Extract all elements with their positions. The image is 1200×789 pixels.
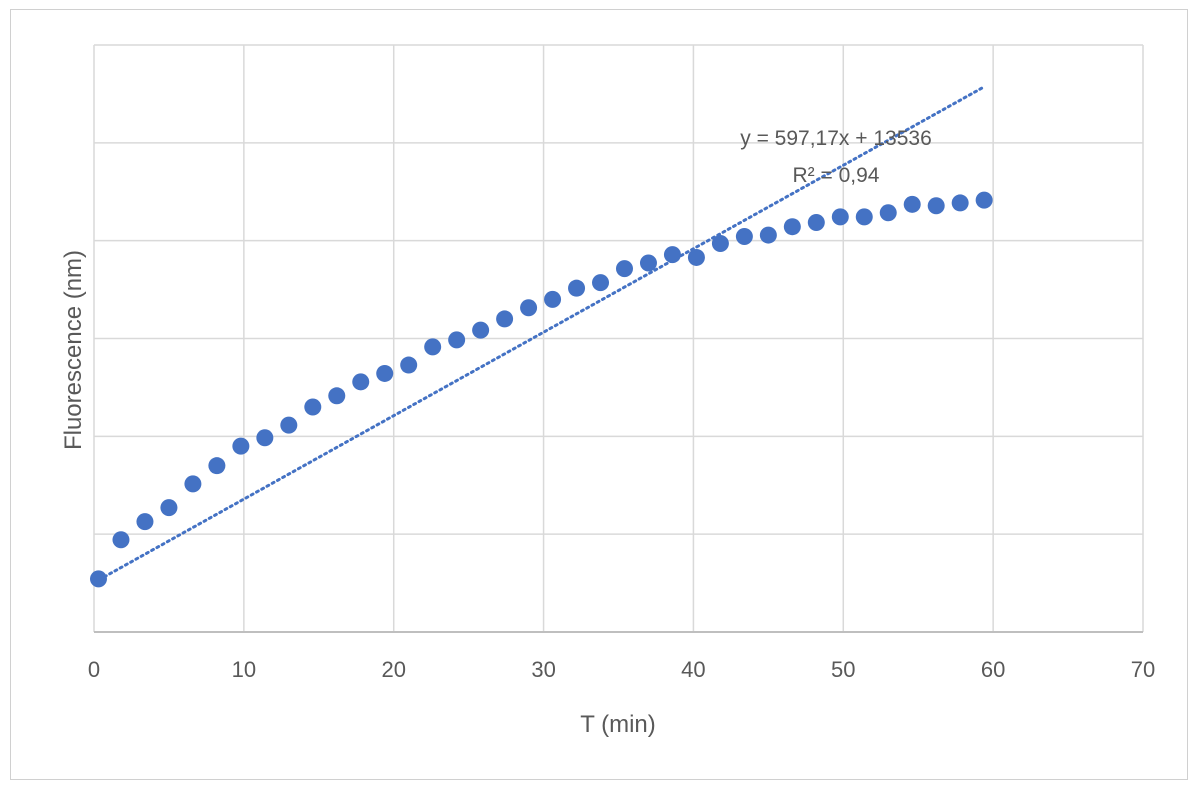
x-tick-label: 60: [981, 657, 1005, 682]
chart-area: 0 10 20 30 40 50 60 70 y = 597,17x + 13536 R² =…: [10, 9, 1188, 780]
data-point: [424, 338, 442, 356]
data-point: [975, 191, 993, 209]
x-tick-label: 70: [1131, 657, 1155, 682]
data-point: [639, 254, 657, 272]
r-squared-label: R² = 0,94: [793, 164, 880, 187]
data-point: [448, 331, 466, 349]
data-point: [400, 356, 418, 374]
data-point: [615, 260, 633, 278]
x-tick-label: 0: [88, 657, 100, 682]
data-points: [89, 191, 993, 588]
trendline-equation: y = 597,17x + 13536: [740, 127, 932, 150]
x-axis-title: T (min): [580, 711, 656, 738]
data-point: [807, 213, 825, 231]
data-point: [112, 531, 130, 549]
data-point: [160, 499, 178, 517]
data-point: [496, 310, 514, 328]
data-point: [208, 457, 226, 475]
grid-lines: [93, 44, 1144, 633]
data-point: [376, 364, 394, 382]
data-point: [903, 195, 921, 213]
data-point: [232, 437, 250, 455]
scatter-chart: 0 10 20 30 40 50 60 70 y = 597,17x + 13536 R² =…: [60, 44, 1155, 738]
x-tick-label: 30: [531, 657, 555, 682]
y-axis-title: Fluorescence (nm): [60, 250, 87, 450]
data-point: [951, 194, 969, 212]
data-point: [256, 429, 274, 447]
data-point: [304, 398, 322, 416]
data-point: [280, 416, 298, 434]
data-point: [855, 208, 873, 226]
data-point: [759, 226, 777, 244]
data-point: [831, 208, 849, 226]
data-point: [352, 373, 370, 391]
data-point: [663, 246, 681, 264]
data-point: [520, 299, 538, 317]
data-point: [184, 475, 202, 493]
x-tick-label: 10: [232, 657, 256, 682]
data-point: [735, 227, 753, 245]
x-tick-label: 50: [831, 657, 855, 682]
data-point: [879, 204, 897, 222]
data-point: [783, 218, 801, 236]
x-tick-labels: 0 10 20 30 40 50 60 70: [88, 657, 1155, 682]
data-point: [544, 290, 562, 308]
data-point: [136, 513, 154, 531]
data-point: [592, 274, 610, 292]
data-point: [711, 234, 729, 252]
data-point: [89, 570, 107, 588]
data-point: [568, 279, 586, 297]
x-tick-label: 20: [381, 657, 405, 682]
data-point: [687, 248, 705, 266]
data-point: [328, 387, 346, 405]
trendline-group: [92, 85, 986, 585]
trendline: [92, 85, 986, 585]
x-tick-label: 40: [681, 657, 705, 682]
data-point: [472, 321, 490, 339]
data-point: [927, 197, 945, 215]
